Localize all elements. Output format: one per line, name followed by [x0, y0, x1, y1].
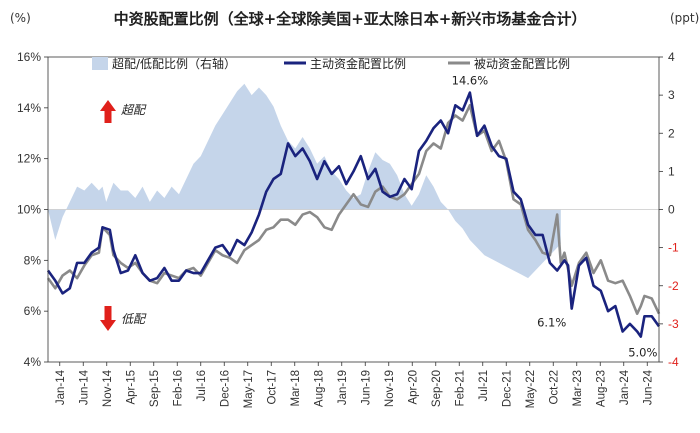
- x-axis-tick-label: Mar-23: [572, 370, 584, 406]
- x-axis-tick-label: Nov-14: [102, 369, 114, 407]
- active-allocation-line: [46, 91, 661, 338]
- x-axis-tick-label: Jun-24: [642, 369, 654, 405]
- x-axis-tick-label: Jan-14: [55, 369, 67, 405]
- x-axis-tick-label: Aug-23: [595, 370, 607, 407]
- left-axis-tick-label: 12%: [17, 152, 41, 166]
- legend-label-active: 主动资金配置比例: [310, 56, 406, 71]
- x-axis-tick-label: May-17: [243, 370, 255, 408]
- x-axis-tick-label: Oct-17: [266, 370, 278, 405]
- x-axis-tick-label: Jan-19: [337, 370, 349, 405]
- x-axis-tick-label: Jul-16: [196, 370, 208, 401]
- right-axis-tick-label: 0: [668, 203, 675, 217]
- x-axis: Jan-14 Jun-14 Nov-14 Apr-15 Sep-15 Feb-16 Jul-…: [55, 362, 654, 408]
- x-axis-tick-label: Jun-14: [78, 369, 90, 405]
- right-axis-tick-label: 4: [668, 50, 675, 64]
- x-axis-tick-label: Feb-21: [454, 370, 466, 406]
- x-axis-tick-label: Nov-19: [384, 370, 396, 407]
- x-axis-tick-label: Aug-18: [313, 370, 325, 407]
- left-axis-tick-label: 8%: [24, 253, 42, 267]
- x-axis-tick-label: Feb-16: [172, 370, 184, 406]
- right-axis-tick-label: -1: [668, 241, 679, 255]
- underweight-label: 低配: [121, 312, 147, 326]
- x-axis-tick-label: Oct-22: [548, 370, 560, 405]
- right-axis-unit: (ppt): [670, 11, 699, 25]
- legend: 超配/低配比例（右轴） 主动资金配置比例 被动资金配置比例: [92, 56, 570, 71]
- legend-label-passive: 被动资金配置比例: [474, 56, 570, 71]
- down-arrow-icon: [100, 306, 116, 331]
- legend-label-area: 超配/低配比例（右轴）: [112, 56, 236, 71]
- right-axis-tick-label: -2: [668, 279, 679, 293]
- right-axis-tick-label: -4: [668, 355, 679, 369]
- left-axis-tick-label: 6%: [24, 304, 42, 318]
- x-axis-tick-label: Mar-18: [290, 370, 302, 406]
- up-arrow-icon: [100, 100, 116, 123]
- right-axis-tick-label: -3: [668, 317, 679, 331]
- x-axis-tick-label: Jul-21: [478, 370, 490, 401]
- x-axis-tick-label: Jun-19: [360, 370, 372, 405]
- right-axis-tick-label: 3: [668, 88, 675, 102]
- x-axis-tick-label: Apr-15: [125, 370, 137, 405]
- underweight-marker: 低配: [100, 306, 147, 331]
- x-axis-tick-label: Dec-21: [501, 370, 513, 407]
- right-y-axis: -4 -3 -2 -1 0 1 2 3 4: [659, 50, 679, 369]
- left-axis-tick-label: 16%: [17, 50, 41, 64]
- x-axis-tick-label: Sep-15: [149, 370, 161, 407]
- right-axis-tick-label: 1: [668, 164, 675, 178]
- x-axis-tick-label: Dec-16: [219, 370, 231, 407]
- x-axis-tick-label: Sep-20: [431, 370, 443, 407]
- annotations: 14.6% 6.1% 5.0%: [452, 74, 658, 360]
- left-axis-unit: (%): [10, 11, 31, 25]
- legend-swatch-area: [92, 57, 108, 70]
- annotation-label: 6.1%: [537, 316, 566, 330]
- overweight-label: 超配: [121, 103, 147, 117]
- left-y-axis: 4% 6% 8% 10% 12% 14% 16%: [17, 50, 48, 369]
- right-axis-tick-label: 2: [668, 126, 675, 140]
- overweight-marker: 超配: [100, 100, 147, 123]
- overweight-underweight-area: [48, 83, 561, 279]
- plot-area: [46, 56, 661, 363]
- annotation-label: 5.0%: [628, 346, 657, 360]
- left-axis-tick-label: 4%: [24, 355, 42, 369]
- x-axis-tick-label: Jan-24: [619, 369, 631, 405]
- x-axis-tick-label: Apr-20: [407, 370, 419, 405]
- annotation-label: 14.6%: [452, 74, 489, 88]
- left-axis-tick-label: 10%: [17, 203, 41, 217]
- left-axis-tick-label: 14%: [17, 101, 41, 115]
- chart-title: 中资股配置比例（全球+全球除美国+亚太除日本+新兴市场基金合计）: [114, 10, 587, 28]
- x-axis-tick-label: May-22: [525, 370, 537, 408]
